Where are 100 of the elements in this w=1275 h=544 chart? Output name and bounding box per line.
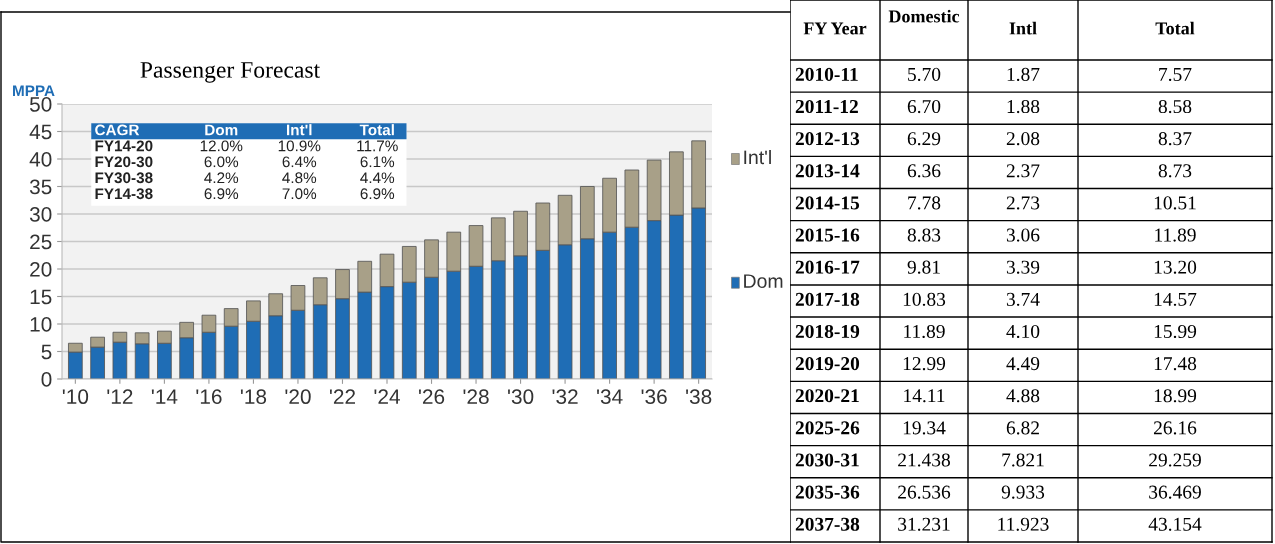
x-tick-label: '24 [374, 389, 400, 404]
text: 1.87 [1007, 67, 1040, 82]
text: 43.154 [1148, 517, 1202, 531]
text: 11.89 [1155, 228, 1196, 242]
category-label: Total [1155, 21, 1195, 35]
legend-label: Int'l [744, 149, 771, 165]
category-label: 2019-20 [795, 357, 860, 371]
category-label: 2030-31 [795, 453, 859, 467]
category-label: 2013-14 [795, 164, 860, 178]
annotation: Total [359, 124, 394, 136]
text: 36.469 [1149, 485, 1201, 499]
x-tick-label: '36 [641, 389, 667, 405]
annotation: 12.0% [200, 140, 243, 152]
annotation: Int'l [287, 124, 312, 136]
category-label: 2025-26 [795, 421, 860, 435]
text: 3.06 [1006, 228, 1040, 242]
annotation: 11.7% [357, 140, 398, 152]
text: 8.37 [1158, 132, 1192, 146]
category-label: 2035-36 [795, 485, 860, 499]
annotation: 6.4% [282, 156, 317, 168]
text: 6.70 [907, 99, 941, 114]
text: 11.89 [904, 324, 945, 339]
x-tick-label: '38 [686, 389, 712, 405]
text: 13.20 [1154, 260, 1197, 274]
chart-title: Passenger Forecast [140, 62, 321, 83]
x-tick-label: '20 [285, 389, 311, 405]
text: 4.49 [1006, 357, 1040, 371]
category-label: FY Year [803, 22, 867, 35]
text: 31.231 [898, 517, 950, 531]
text: 15.99 [1154, 324, 1197, 339]
annotation: 4.4% [360, 172, 395, 184]
x-tick-label: '32 [552, 389, 578, 405]
y-tick-label: 0 [41, 372, 52, 387]
text: 4.88 [1006, 389, 1040, 403]
text: 6.82 [1006, 421, 1039, 435]
y-tick-label: 50 [29, 97, 52, 112]
annotation: FY30-38 [95, 172, 153, 184]
y-tick-label: 30 [29, 207, 52, 222]
text: 3.74 [1006, 292, 1040, 306]
text: 17.48 [1154, 357, 1197, 371]
text: 19.34 [903, 421, 946, 435]
annotation: CAGR [95, 124, 140, 136]
text: 4.10 [1006, 324, 1040, 339]
annotation: 4.8% [282, 172, 317, 184]
category-label: 2012-13 [795, 132, 860, 146]
annotation: Dom [205, 124, 238, 136]
y-tick-label: 10 [30, 317, 52, 332]
annotation: FY20-30 [95, 156, 153, 168]
annotation: FY14-38 [95, 188, 153, 200]
x-tick-label: '12 [107, 389, 133, 404]
annotation: 6.9% [204, 188, 239, 200]
x-tick-label: '22 [329, 389, 356, 404]
y-tick-label: 45 [29, 124, 52, 140]
category-label: 2010-11 [795, 67, 858, 81]
annotation: 6.1% [360, 156, 395, 168]
text: 12.99 [903, 357, 946, 371]
x-tick-label: '26 [419, 389, 445, 405]
x-tick-label: '18 [240, 389, 267, 405]
text: 8.83 [907, 228, 941, 242]
y-tick-label: 5 [41, 344, 52, 360]
y-tick-label: 15 [30, 289, 52, 305]
text: 7.821 [1002, 453, 1044, 467]
category-label: Domestic [888, 9, 960, 23]
legend-label: Dom [744, 274, 783, 288]
text: 7.78 [908, 196, 941, 210]
x-tick-label: '10 [62, 389, 89, 405]
y-tick-label: 25 [30, 234, 52, 250]
text: 3.39 [1006, 260, 1040, 274]
annotation: 4.2% [204, 172, 239, 184]
text: 14.11 [904, 389, 945, 403]
category-label: 2037-38 [795, 517, 860, 531]
annotation: 6.9% [360, 188, 395, 200]
x-tick-label: '16 [196, 389, 222, 405]
text: 2.08 [1006, 132, 1040, 146]
x-tick-label: '28 [463, 389, 489, 405]
annotation: 7.0% [282, 188, 317, 200]
text: 18.99 [1154, 389, 1197, 403]
annotation: FY14-20 [95, 140, 153, 152]
text: 10.83 [903, 292, 946, 306]
category-label: 2017-18 [795, 292, 860, 306]
text: 6.36 [907, 164, 941, 178]
text: 8.73 [1158, 164, 1192, 178]
text: 1.88 [1007, 99, 1040, 114]
category-label: 2015-16 [795, 228, 860, 242]
text: 2.73 [1006, 196, 1040, 210]
annotation: 6.0% [204, 156, 239, 168]
text: 2.37 [1006, 164, 1040, 178]
x-tick-label: '14 [151, 389, 178, 404]
text: 14.57 [1154, 292, 1197, 306]
annotation: 10.9% [278, 140, 321, 152]
category-label: 2016-17 [795, 260, 860, 274]
text: 5.70 [908, 67, 941, 82]
text: 9.933 [1001, 485, 1045, 499]
x-tick-label: '34 [597, 389, 623, 405]
text: 9.81 [907, 260, 940, 274]
category-label: 2018-19 [795, 324, 860, 338]
text: 21.438 [898, 453, 950, 467]
category-label: Intl [1009, 21, 1037, 35]
text: 7.57 [1159, 68, 1192, 82]
category-label: 2014-15 [795, 196, 860, 210]
